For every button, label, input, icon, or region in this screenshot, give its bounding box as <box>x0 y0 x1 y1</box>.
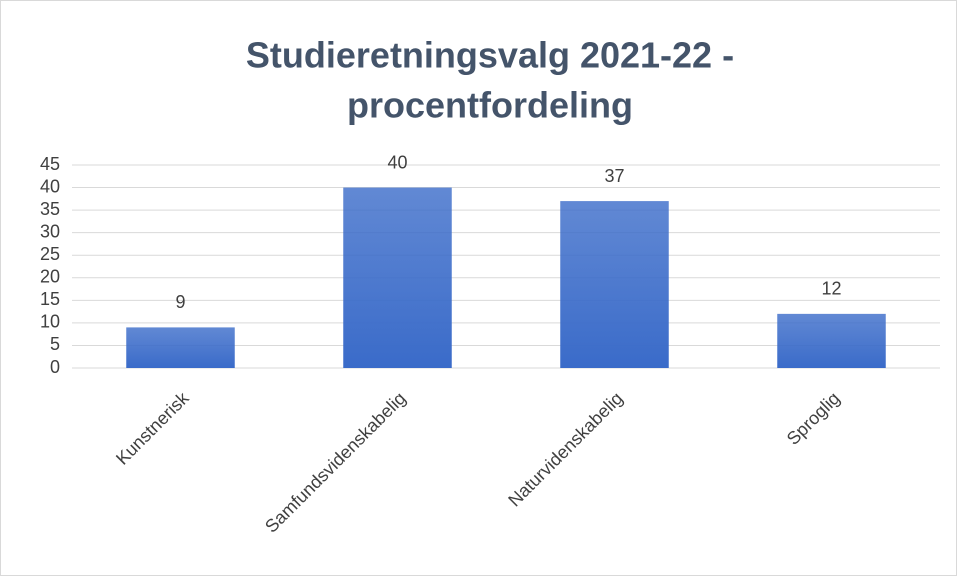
y-tick-label: 40 <box>40 176 60 196</box>
y-tick-label: 0 <box>50 357 60 377</box>
y-tick-label: 5 <box>50 334 60 354</box>
data-label: 12 <box>821 279 841 299</box>
y-tick-label: 25 <box>40 244 60 264</box>
bar <box>560 201 669 368</box>
bar <box>343 187 452 368</box>
y-tick-label: 15 <box>40 289 60 309</box>
data-label: 40 <box>387 152 407 172</box>
y-tick-label: 20 <box>40 267 60 287</box>
bar <box>777 313 886 368</box>
data-label: 9 <box>175 292 185 312</box>
chart-title: procentfordeling <box>347 85 633 126</box>
y-tick-label: 35 <box>40 199 60 219</box>
y-tick-label: 45 <box>40 154 60 174</box>
chart-title: Studieretningsvalg 2021-22 - <box>246 35 734 76</box>
y-tick-label: 30 <box>40 221 60 241</box>
bar <box>126 327 235 368</box>
y-tick-label: 10 <box>40 312 60 332</box>
data-label: 37 <box>604 166 624 186</box>
